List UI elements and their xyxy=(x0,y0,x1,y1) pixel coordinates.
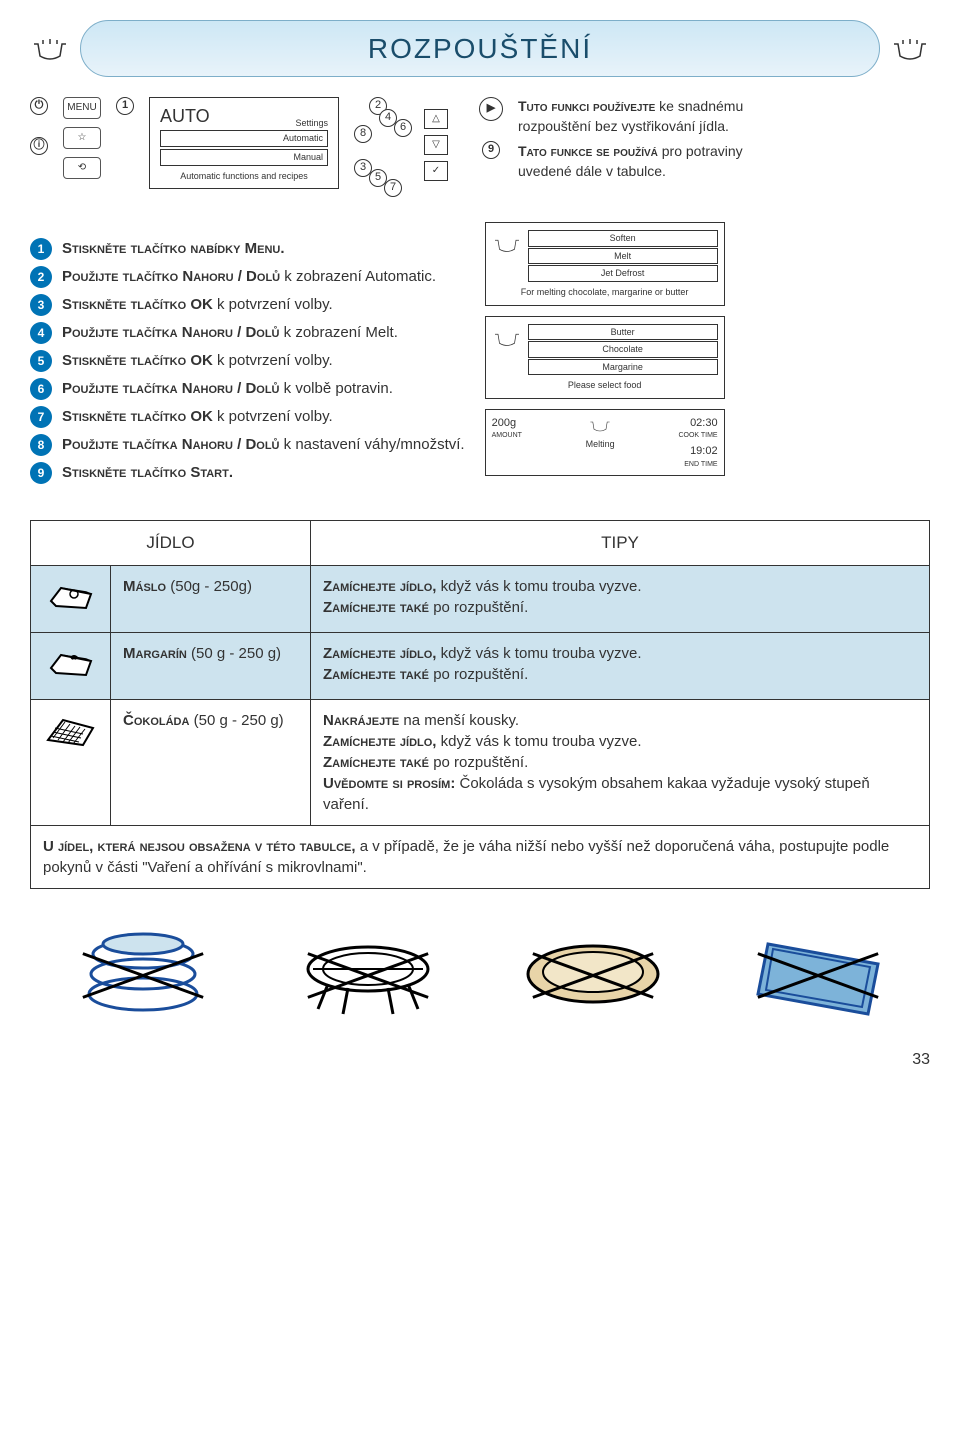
step-text: Použijte tlačítko Nahoru / Dolů k zobraz… xyxy=(62,266,436,287)
step-number: 4 xyxy=(30,322,52,344)
opt-butter: Butter xyxy=(528,324,718,341)
table-row: Čokoláda (50 g - 250 g)Nakrájejte na men… xyxy=(31,699,930,825)
step-item: 1 Stiskněte tlačítko nabídky Menu. xyxy=(30,238,465,260)
tray-icon xyxy=(738,914,898,1034)
food-icon xyxy=(31,565,111,632)
cook-time-value: 02:30 xyxy=(678,416,717,431)
info-icon: ⓘ xyxy=(30,137,48,155)
opt-manual: Manual xyxy=(160,149,328,166)
opt-jetdefrost: Jet Defrost xyxy=(528,265,718,282)
step-number: 9 xyxy=(30,462,52,484)
step-item: 2 Použijte tlačítko Nahoru / Dolů k zobra… xyxy=(30,266,465,288)
amount-value: 200g xyxy=(492,416,522,431)
page-number: 33 xyxy=(30,1049,930,1071)
food-name: Čokoláda (50 g - 250 g) xyxy=(111,699,311,825)
cook-time-label: COOK TIME xyxy=(678,431,717,441)
food-tips: Zamíchejte jídlo, když vás k tomu trouba… xyxy=(311,565,930,632)
right-displays: Soften Melt Jet Defrost For melting choc… xyxy=(485,222,725,476)
cookware-icon-left xyxy=(30,34,70,64)
step-text: Stiskněte tlačítko nabídky Menu. xyxy=(62,238,285,259)
header-tips: TIPY xyxy=(311,521,930,566)
title-row: ROZPOUŠTĚNÍ xyxy=(30,20,930,77)
cookware-icon xyxy=(492,323,522,353)
opt-automatic: Automatic xyxy=(160,130,328,147)
step-text: Stiskněte tlačítko Start. xyxy=(62,462,233,483)
food-name: Máslo (50g - 250g) xyxy=(111,565,311,632)
step-item: 6 Použijte tlačítka Nahoru / Dolů k volbě… xyxy=(30,378,465,400)
step-item: 4 Použijte tlačítka Nahoru / Dolů k zobra… xyxy=(30,322,465,344)
opt-margarine: Margarine xyxy=(528,359,718,376)
step-ref-8: 8 xyxy=(354,125,372,143)
step-text: Stiskněte tlačítko OK k potvrzení volby. xyxy=(62,294,333,315)
step-number: 7 xyxy=(30,406,52,428)
table-row: Margarín (50 g - 250 g)Zamíchejte jídlo,… xyxy=(31,632,930,699)
step-ref-1: 1 xyxy=(116,97,134,115)
accessories-row xyxy=(30,914,930,1034)
display-status: 200g AMOUNT Melting 02:30 COOK TIME 19:0… xyxy=(485,409,725,476)
cookware-icon-right xyxy=(890,34,930,64)
step-number: 3 xyxy=(30,294,52,316)
table-footer: U jídel, která nejsou obsažena v této ta… xyxy=(31,825,930,888)
status-label: Melting xyxy=(585,438,615,451)
food-tips: Nakrájejte na menší kousky.Zamíchejte jí… xyxy=(311,699,930,825)
step-ref-6: 6 xyxy=(394,119,412,137)
step-ref-7: 7 xyxy=(384,179,402,197)
amount-label: AMOUNT xyxy=(492,431,522,441)
intro-text: Tuto funkci používejte ke snadnému rozpo… xyxy=(518,97,798,181)
step-text: Stiskněte tlačítko OK k potvrzení volby. xyxy=(62,350,333,371)
step-text: Použijte tlačítka Nahoru / Dolů k nastav… xyxy=(62,434,465,455)
display-footer: Please select food xyxy=(492,379,718,392)
step-text: Stiskněte tlačítko OK k potvrzení volby. xyxy=(62,406,333,427)
food-table: JÍDLO TIPY Máslo (50g - 250g)Zamíchejte … xyxy=(30,520,930,889)
step-ref-9: 9 xyxy=(482,141,500,159)
header-food: JÍDLO xyxy=(31,521,311,566)
food-name: Margarín (50 g - 250 g) xyxy=(111,632,311,699)
end-time-label: END TIME xyxy=(678,460,717,470)
step-number: 2 xyxy=(30,266,52,288)
cookware-icon xyxy=(585,416,615,434)
step-text: Použijte tlačítka Nahoru / Dolů k zobraz… xyxy=(62,322,398,343)
number-cluster: 2 4 8 6 3 5 7 △ ▽ ✓ xyxy=(354,97,464,197)
step-number: 6 xyxy=(30,378,52,400)
up-button[interactable]: △ xyxy=(424,109,448,129)
back-button[interactable]: ⟲ xyxy=(63,157,101,179)
power-icon: ⏻ xyxy=(30,97,48,115)
opt-chocolate: Chocolate xyxy=(528,341,718,358)
crisp-plate-icon xyxy=(513,914,673,1034)
table-row: Máslo (50g - 250g)Zamíchejte jídlo, když… xyxy=(31,565,930,632)
control-panel-illustration: ⏻ ⓘ MENU ☆ ⟲ 1 AUTO Settings Automatic M… xyxy=(30,97,930,197)
step-number: 5 xyxy=(30,350,52,372)
settings-footer: Automatic functions and recipes xyxy=(160,170,328,183)
steamer-icon xyxy=(63,914,223,1034)
page-title: ROZPOUŠTĚNÍ xyxy=(80,20,880,77)
menu-button[interactable]: MENU xyxy=(63,97,101,119)
step-item: 5 Stiskněte tlačítko OK k potvrzení volby… xyxy=(30,350,465,372)
opt-melt: Melt xyxy=(528,248,718,265)
down-button[interactable]: ▽ xyxy=(424,135,448,155)
step-item: 9 Stiskněte tlačítko Start. xyxy=(30,462,465,484)
auto-label: AUTO xyxy=(160,104,210,129)
start-button[interactable]: ▶ xyxy=(479,97,503,121)
ok-button[interactable]: ✓ xyxy=(424,161,448,181)
rack-icon xyxy=(288,914,448,1034)
step-item: 8 Použijte tlačítka Nahoru / Dolů k nasta… xyxy=(30,434,465,456)
step-item: 7 Stiskněte tlačítko OK k potvrzení volby… xyxy=(30,406,465,428)
display-settings: AUTO Settings Automatic Manual Automatic… xyxy=(149,97,339,189)
step-text: Použijte tlačítka Nahoru / Dolů k volbě … xyxy=(62,378,393,399)
display-food-menu: Butter Chocolate Margarine Please select… xyxy=(485,316,725,399)
opt-soften: Soften xyxy=(528,230,718,247)
food-icon xyxy=(31,632,111,699)
display-footer: For melting chocolate, margarine or butt… xyxy=(492,286,718,299)
food-tips: Zamíchejte jídlo, když vás k tomu trouba… xyxy=(311,632,930,699)
cookware-icon xyxy=(492,229,522,259)
food-icon xyxy=(31,699,111,825)
steps-list: 1 Stiskněte tlačítko nabídky Menu. 2 Použij… xyxy=(30,232,465,490)
end-time-value: 19:02 xyxy=(678,444,717,459)
display-melt-menu: Soften Melt Jet Defrost For melting choc… xyxy=(485,222,725,305)
settings-header: Settings xyxy=(295,117,328,130)
favorite-button[interactable]: ☆ xyxy=(63,127,101,149)
step-number: 1 xyxy=(30,238,52,260)
step-number: 8 xyxy=(30,434,52,456)
step-item: 3 Stiskněte tlačítko OK k potvrzení volby… xyxy=(30,294,465,316)
